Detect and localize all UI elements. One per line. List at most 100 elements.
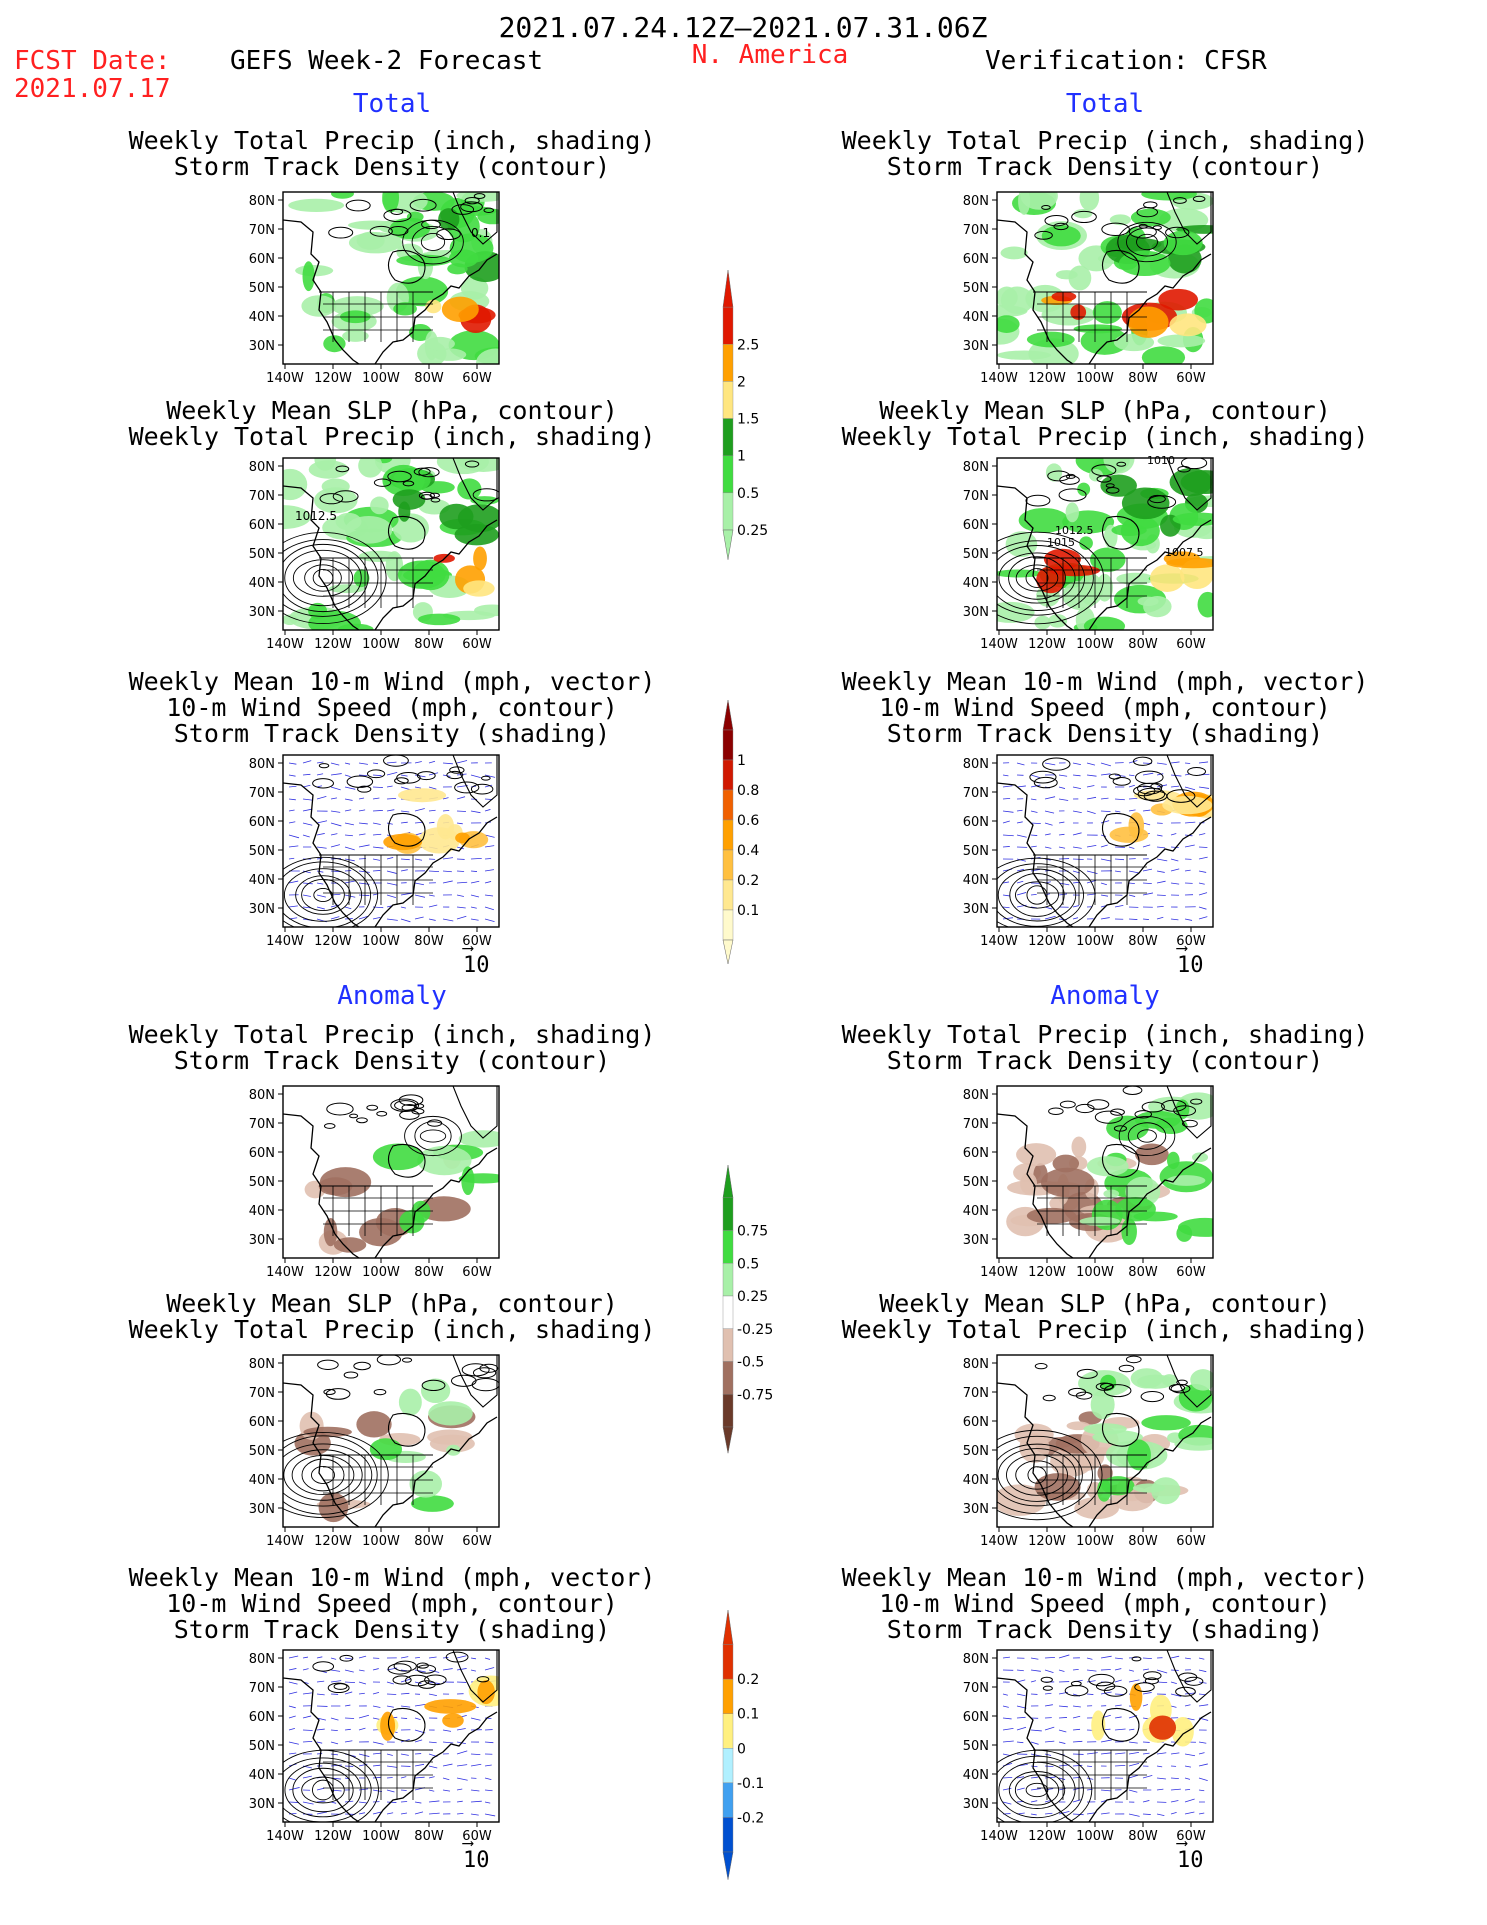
panel-title-line: 10-m Wind Speed (mph, contour) — [879, 1589, 1331, 1618]
fcst-panel-title-4: Weekly Total Precip (inch, shading) Storm… — [129, 1022, 656, 1074]
region-label: N. America — [691, 40, 849, 70]
lon-tick-label: 60W — [462, 1829, 492, 1844]
colorbar-label: -0.5 — [737, 1355, 764, 1371]
colorbar-swatch — [722, 1782, 734, 1818]
fcst-panel-title-1: Weekly Total Precip (inch, shading) Storm… — [129, 128, 656, 180]
vector-reference: ⟶ 10 — [463, 938, 490, 979]
lon-tick-label: 80W — [414, 1534, 444, 1549]
contour-label: 1015 — [1047, 536, 1075, 549]
fcst-panel-title-6: Weekly Mean 10-m Wind (mph, vector) 10-m … — [129, 1565, 656, 1643]
fcst-map-wind_track-total: 80N 70N 60N 50N 40N 30N 140W 120W 100W 80W 60W — [249, 754, 500, 949]
model-label: GEFS Week-2 Forecast — [230, 46, 544, 76]
colorbar-swatch — [722, 1197, 734, 1231]
verification-label: Verification: CFSR — [985, 46, 1267, 76]
fcst-map-precip_track-total: 80N 70N 60N 50N 40N 30N 140W 120W 100W 80W 60W 0.1 — [249, 191, 500, 386]
lon-tick-label: 140W — [266, 1265, 304, 1280]
lon-tick-label: 100W — [1076, 371, 1114, 386]
fcst-map-wind_track-anomaly: 80N 70N 60N 50N 40N 30N 140W 120W 100W 80W 60W — [249, 1649, 500, 1844]
lat-tick-label: 60N — [249, 252, 275, 267]
lat-tick-label: 60N — [963, 815, 989, 830]
lat-tick-label: 30N — [249, 339, 275, 354]
colorbar-swatch — [722, 455, 734, 494]
colorbar-2: 1 0.8 0.6 0.4 0.2 0.1 — [722, 700, 759, 965]
lat-tick-label: 70N — [249, 1117, 275, 1132]
panel-title-line: Storm Track Density (shading) — [886, 719, 1324, 748]
lat-tick-label: 50N — [963, 1444, 989, 1459]
lat-tick-label: 60N — [249, 1710, 275, 1725]
colorbar-label: -0.2 — [737, 1810, 764, 1826]
lon-tick-label: 120W — [314, 637, 352, 652]
lon-tick-label: 140W — [266, 1829, 304, 1844]
lon-tick-label: 80W — [1128, 637, 1158, 652]
lat-tick-label: 70N — [963, 489, 989, 504]
panel-title-line: Weekly Mean 10-m Wind (mph, vector) — [128, 1563, 656, 1592]
lon-tick-label: 140W — [266, 934, 304, 949]
colorbar-swatch — [722, 789, 734, 821]
section-anomaly-right: Anomaly — [1050, 981, 1160, 1011]
lat-tick-label: 50N — [963, 1175, 989, 1190]
panel-title-line: Weekly Total Precip (inch, shading) — [128, 1315, 656, 1344]
panel-title-line: Weekly Total Precip (inch, shading) — [128, 422, 656, 451]
lat-tick-label: 80N — [249, 460, 275, 475]
panel-title-line: Weekly Mean 10-m Wind (mph, vector) — [128, 667, 656, 696]
contour-label: 0.1 — [471, 226, 490, 240]
lat-tick-label: 30N — [963, 1233, 989, 1248]
ver-map-slp_precip-total: 80N 70N 60N 50N 40N 30N 140W 120W 100W 80W 60W 1010… — [963, 454, 1214, 652]
colorbar-4: 0.2 0.1 0 -0.1 -0.2 — [722, 1610, 764, 1880]
lat-tick-label: 40N — [249, 310, 275, 325]
lon-tick-label: 60W — [1176, 371, 1206, 386]
lat-tick-label: 30N — [249, 902, 275, 917]
lat-tick-label: 30N — [249, 1797, 275, 1812]
lon-tick-label: 60W — [462, 934, 492, 949]
lat-tick-label: 50N — [249, 1739, 275, 1754]
panel-title-line: Storm Track Density (shading) — [886, 1615, 1324, 1644]
lat-tick-label: 30N — [963, 1797, 989, 1812]
lon-tick-label: 120W — [1028, 934, 1066, 949]
lon-tick-label: 140W — [980, 637, 1018, 652]
lat-tick-label: 50N — [963, 547, 989, 562]
lon-tick-label: 120W — [314, 1534, 352, 1549]
vector-reference: ⟶ 10 — [1177, 938, 1204, 979]
lon-tick-label: 120W — [1028, 1534, 1066, 1549]
lon-tick-label: 60W — [1176, 637, 1206, 652]
lon-tick-label: 80W — [414, 1829, 444, 1844]
lon-tick-label: 140W — [980, 1829, 1018, 1844]
lat-tick-label: 50N — [963, 844, 989, 859]
lon-tick-label: 140W — [980, 371, 1018, 386]
lat-tick-label: 70N — [963, 1117, 989, 1132]
lon-tick-label: 120W — [1028, 1265, 1066, 1280]
lon-tick-label: 140W — [980, 1265, 1018, 1280]
ver-map-precip_track-total: 80N 70N 60N 50N 40N 30N 140W 120W 100W 80W 60W — [963, 191, 1214, 386]
lat-tick-label: 60N — [249, 815, 275, 830]
lon-tick-label: 100W — [1076, 637, 1114, 652]
lon-tick-label: 120W — [1028, 371, 1066, 386]
colorbar-swatch — [722, 1713, 734, 1749]
fcst-panel-title-3: Weekly Mean 10-m Wind (mph, vector) 10-m … — [129, 669, 656, 747]
lon-tick-label: 60W — [462, 371, 492, 386]
colorbar-label: 2 — [737, 374, 746, 390]
lon-tick-label: 60W — [462, 1265, 492, 1280]
fcst-panel-title-5: Weekly Mean SLP (hPa, contour) Weekly Tot… — [129, 1291, 656, 1343]
panel-title-line: Storm Track Density (contour) — [173, 152, 611, 181]
lat-tick-label: 80N — [249, 1088, 275, 1103]
lat-tick-label: 50N — [963, 281, 989, 296]
panel-title-line: Weekly Total Precip (inch, shading) — [841, 422, 1369, 451]
colorbar-swatch — [722, 1644, 734, 1680]
lat-tick-label: 60N — [249, 518, 275, 533]
colorbar-label: 0.6 — [737, 813, 759, 829]
lat-tick-label: 60N — [249, 1415, 275, 1430]
lon-tick-label: 100W — [1076, 934, 1114, 949]
lon-tick-label: 100W — [1076, 1829, 1114, 1844]
panel-title-line: Weekly Mean SLP (hPa, contour) — [166, 396, 618, 425]
lon-tick-label: 120W — [314, 934, 352, 949]
ver-panel-title-3: Weekly Mean 10-m Wind (mph, vector) 10-m … — [842, 669, 1369, 747]
lat-tick-label: 70N — [963, 786, 989, 801]
colorbar-label: 1 — [737, 753, 746, 769]
lat-tick-label: 70N — [963, 223, 989, 238]
vector-reference-value: 10 — [1177, 1848, 1204, 1873]
lon-tick-label: 120W — [1028, 637, 1066, 652]
lat-tick-label: 80N — [963, 757, 989, 772]
lat-tick-label: 40N — [963, 576, 989, 591]
lon-tick-label: 140W — [980, 934, 1018, 949]
colorbar-swatch — [722, 418, 734, 456]
